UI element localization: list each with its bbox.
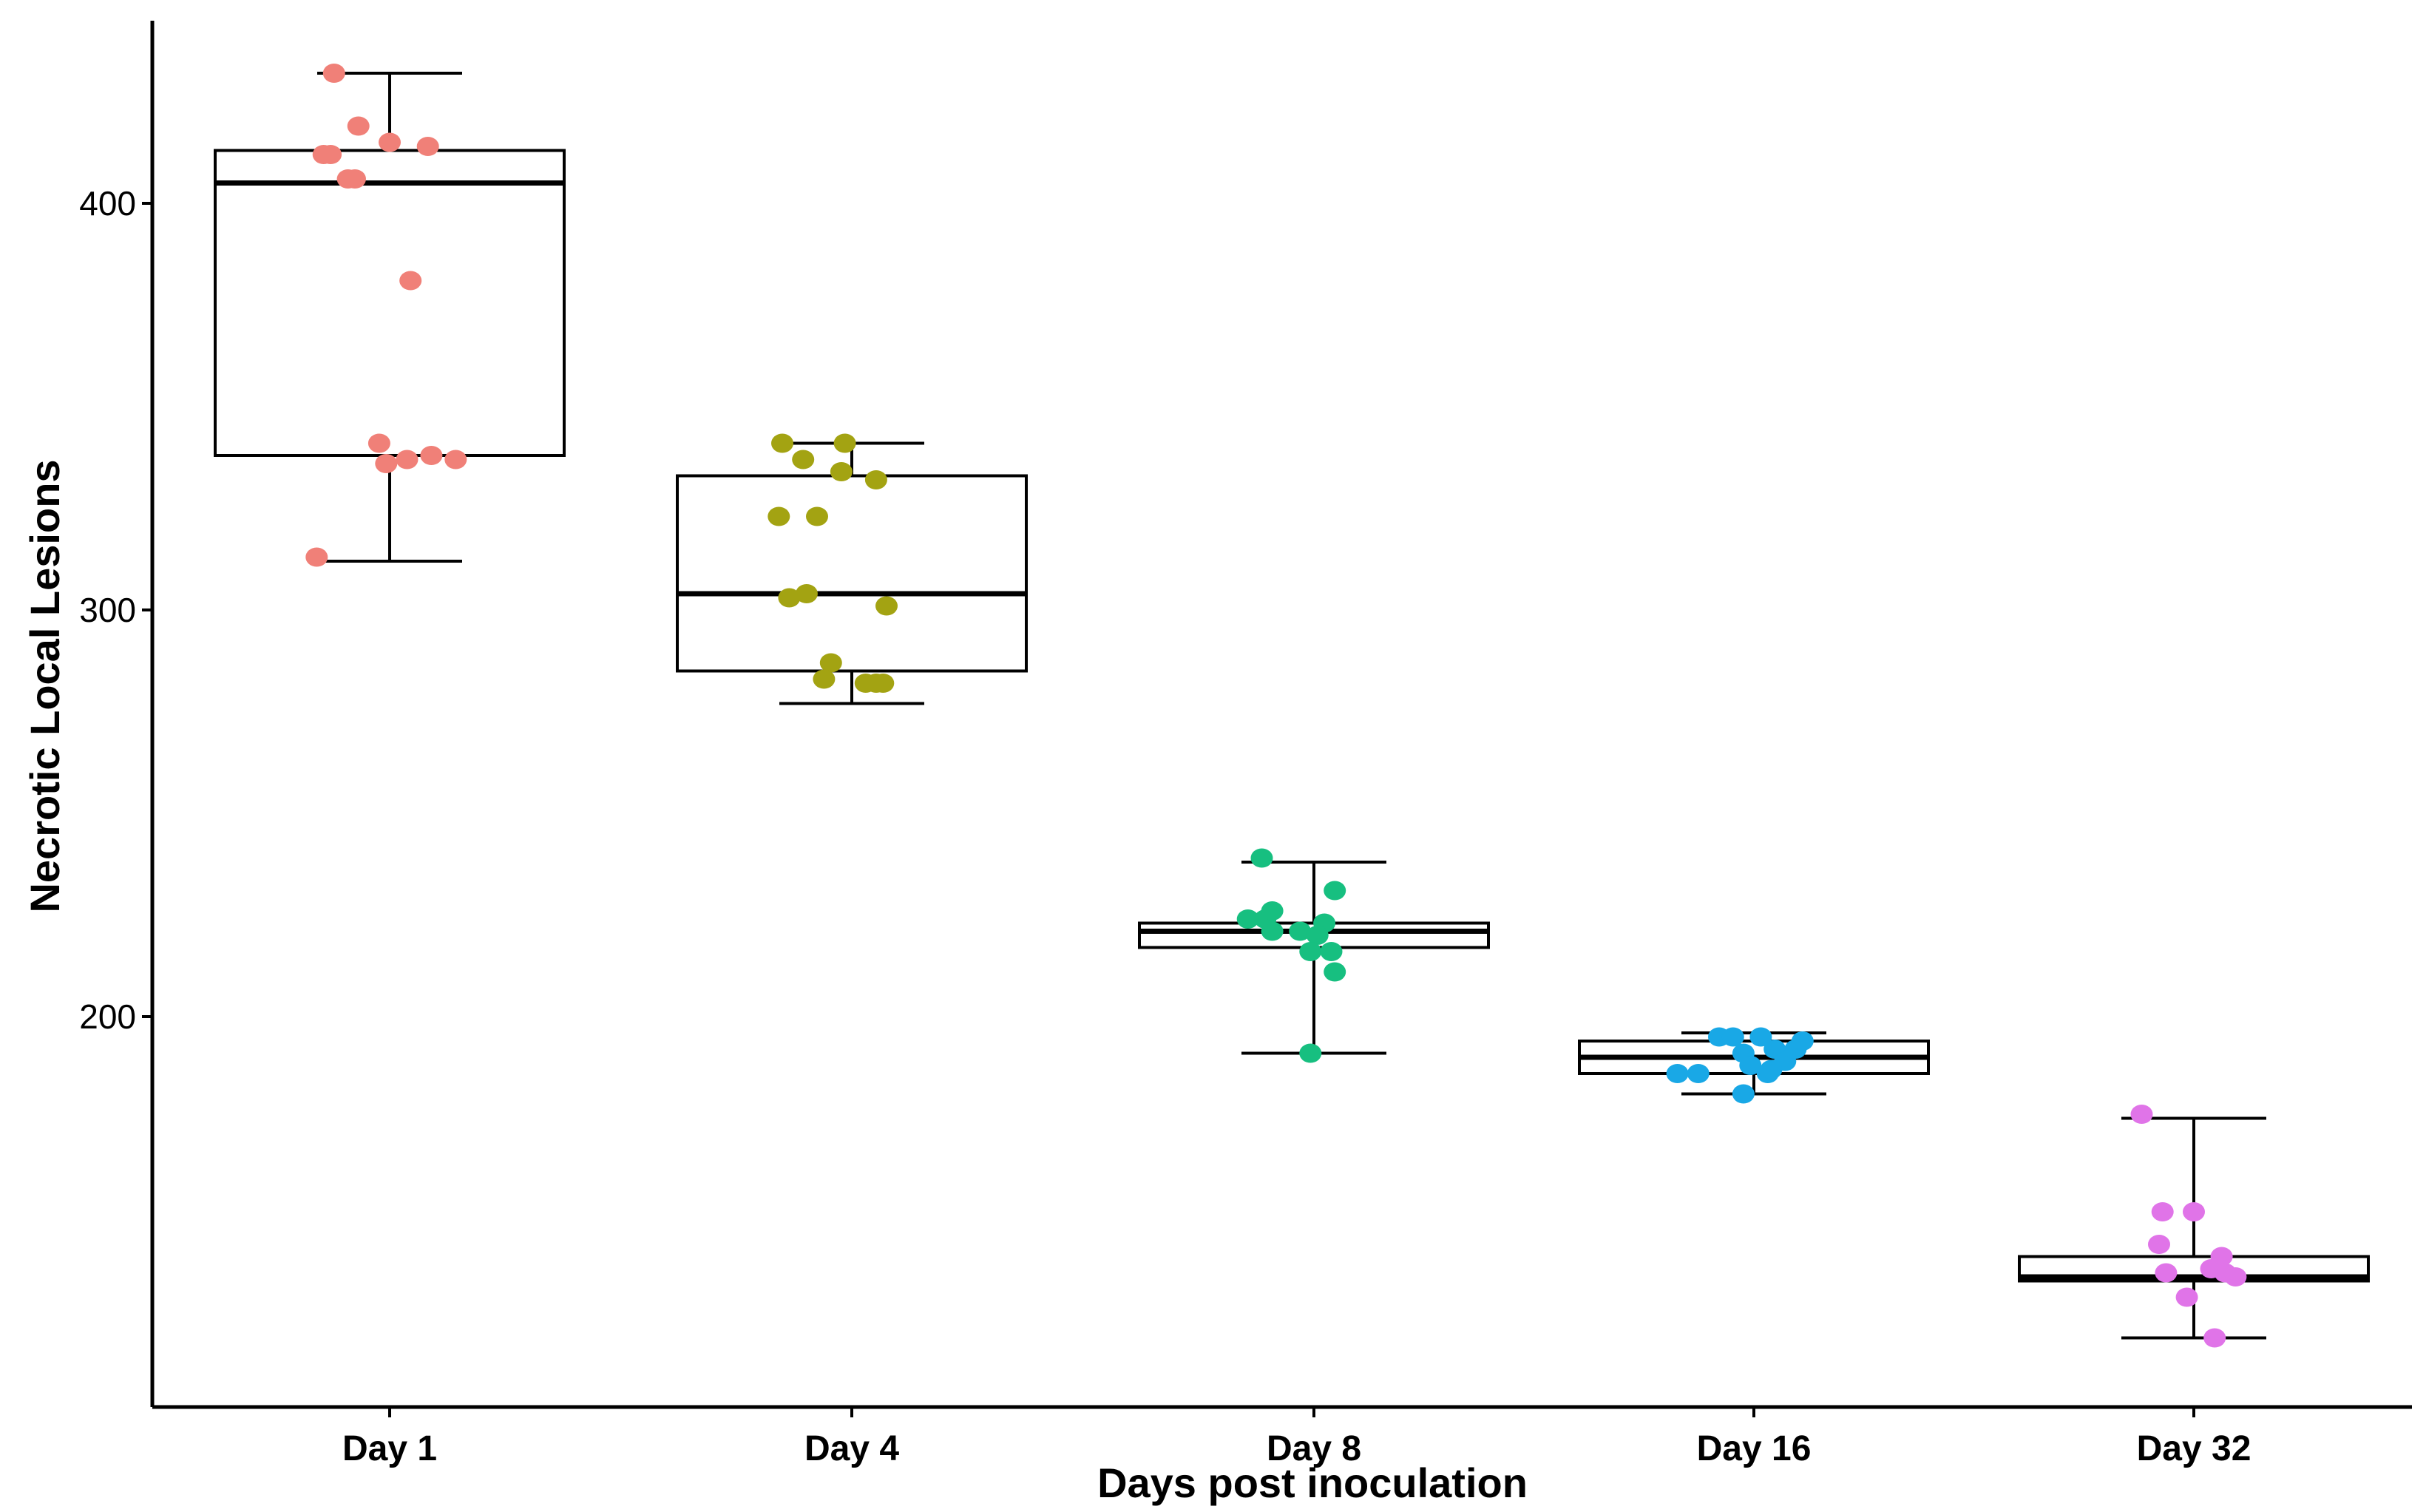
data-point: [768, 506, 790, 526]
y-axis-title: Necrotic Local Lesions: [21, 459, 68, 912]
data-point: [771, 433, 793, 453]
data-point: [1261, 901, 1284, 921]
data-point: [1306, 926, 1329, 945]
x-axis-title: Days post inoculation: [1097, 1460, 1528, 1506]
data-point: [1324, 962, 1346, 982]
data-point: [875, 596, 898, 616]
box-group: [676, 441, 1028, 705]
x-tick-label: Day 1: [342, 1429, 437, 1468]
x-tick-label: Day 32: [2137, 1429, 2251, 1468]
data-point: [2175, 1287, 2198, 1307]
data-point: [1320, 942, 1343, 961]
data-point: [1299, 942, 1322, 961]
data-point: [1721, 1027, 1744, 1047]
data-point: [792, 450, 815, 469]
plot-area: [214, 64, 2370, 1348]
data-point: [1299, 1043, 1322, 1063]
data-point: [1687, 1064, 1710, 1083]
data-point: [312, 145, 335, 164]
data-point: [2203, 1328, 2226, 1348]
data-point: [1250, 848, 1273, 868]
data-point: [1261, 921, 1284, 941]
y-tick-label: 200: [79, 997, 136, 1036]
data-point: [2130, 1105, 2153, 1124]
data-point: [1666, 1064, 1689, 1083]
box-iqr: [676, 474, 1028, 673]
y-tick-label: 300: [79, 591, 136, 629]
box-group: [2018, 1116, 2370, 1340]
data-point: [795, 584, 818, 603]
data-point: [2155, 1263, 2178, 1283]
data-point: [305, 547, 328, 567]
data-point: [1749, 1027, 1772, 1047]
data-point: [396, 450, 419, 469]
data-point: [367, 433, 390, 453]
data-point: [1739, 1056, 1762, 1075]
x-tick-label: Day 16: [1697, 1429, 1812, 1468]
data-point: [322, 64, 345, 83]
data-point: [399, 271, 422, 291]
data-point: [1289, 921, 1312, 941]
x-tick-label: Day 4: [804, 1429, 899, 1468]
data-point: [819, 653, 842, 673]
data-point: [1760, 1060, 1783, 1079]
data-point: [379, 132, 401, 152]
data-point: [2151, 1202, 2174, 1221]
x-axis-ticks: Day 1 Day 4 Day 8 Day 16 Day 32: [342, 1407, 2251, 1468]
data-point: [444, 450, 467, 469]
data-point: [830, 462, 853, 481]
data-point: [778, 588, 801, 608]
data-point: [813, 669, 836, 689]
data-point: [1324, 881, 1346, 901]
y-axis-ticks: 200 300 400: [79, 184, 152, 1036]
data-point: [1236, 909, 1259, 929]
data-point: [1791, 1031, 1814, 1051]
data-point: [416, 137, 439, 156]
data-point: [833, 433, 856, 453]
data-point: [2183, 1202, 2205, 1221]
box-iqr: [214, 149, 566, 457]
data-point: [864, 470, 887, 489]
data-point: [2148, 1235, 2170, 1254]
data-point: [1732, 1084, 1755, 1104]
data-point: [2224, 1267, 2247, 1286]
data-point: [347, 116, 370, 136]
data-point: [420, 446, 443, 465]
data-point: [375, 454, 398, 473]
x-tick-label: Day 8: [1267, 1429, 1361, 1468]
data-point: [344, 169, 366, 189]
y-tick-label: 400: [79, 184, 136, 223]
data-point: [872, 674, 895, 693]
data-point: [806, 506, 828, 526]
